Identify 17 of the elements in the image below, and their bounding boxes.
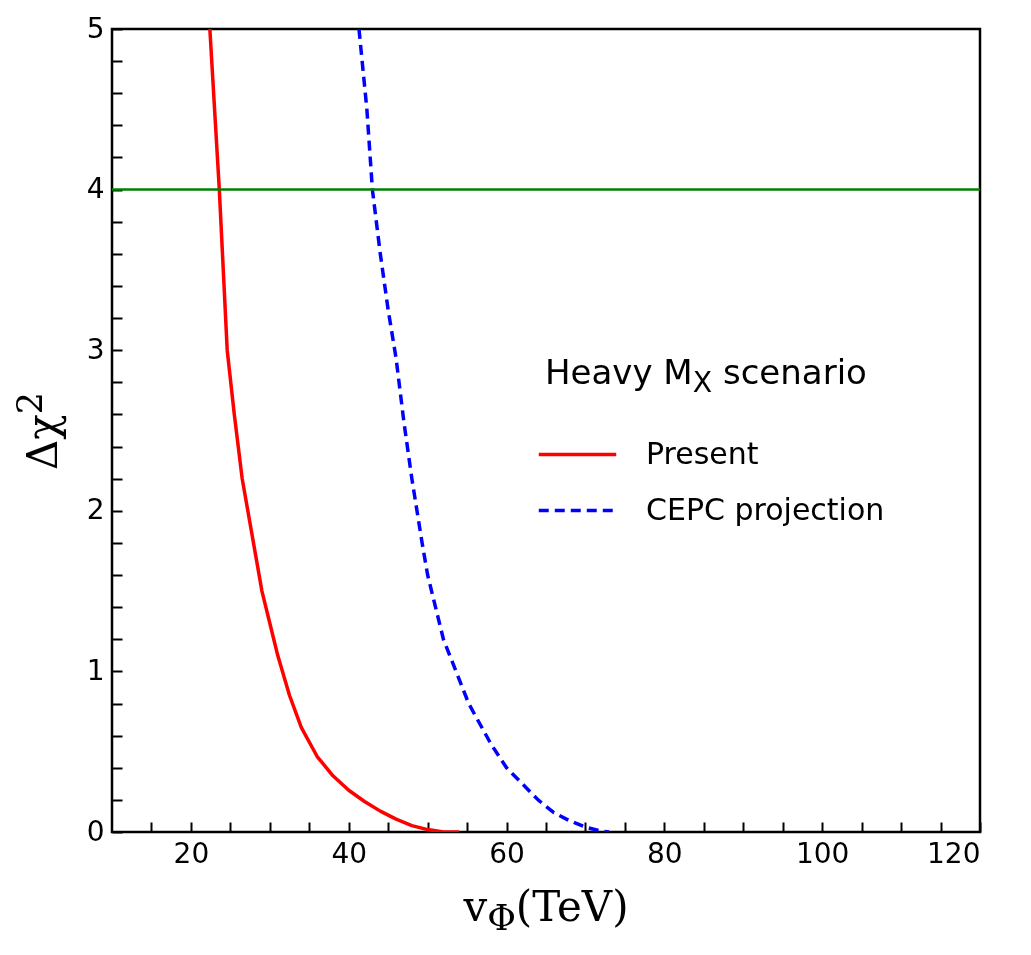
x-tick-label: 100 (795, 836, 850, 870)
x-tick-label: 80 (647, 836, 683, 870)
line-series (208, 29, 461, 832)
y-tick-label: 1 (86, 653, 105, 687)
x-tick-label: 120 (927, 836, 981, 870)
legend-title: Heavy M$_{X}$ scenario (545, 352, 867, 399)
y-tick-label: 0 (86, 814, 105, 848)
y-tick-label: 2 (86, 493, 105, 527)
x-tick-label: 40 (331, 836, 368, 870)
y-tick-label: 4 (86, 172, 105, 206)
x-tick-label: 20 (173, 836, 210, 870)
legend-label: Present (646, 435, 759, 471)
legend-label: CEPC projection (646, 491, 885, 527)
y-tick-label: 3 (86, 332, 105, 366)
x-axis-title: v$_{Φ}$(TeV) (463, 882, 629, 939)
y-tick-label: 5 (86, 11, 105, 45)
x-tick-label: 60 (489, 836, 525, 870)
